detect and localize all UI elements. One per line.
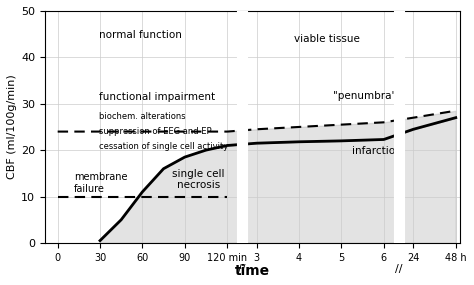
Text: //: // (395, 264, 402, 274)
Text: "penumbra": "penumbra" (333, 91, 396, 101)
Text: biochem. alterations: biochem. alterations (99, 112, 185, 121)
X-axis label: time: time (235, 264, 270, 278)
Text: suppression of EEG and EP: suppression of EEG and EP (99, 127, 211, 136)
Text: normal function: normal function (99, 30, 182, 40)
Text: single cell
necrosis: single cell necrosis (172, 169, 225, 190)
Text: viable tissue: viable tissue (294, 34, 360, 44)
Text: //: // (238, 264, 246, 274)
Text: cessation of single cell activity: cessation of single cell activity (99, 142, 228, 151)
Text: functional impairment: functional impairment (99, 92, 215, 102)
Y-axis label: CBF (ml/100g/min): CBF (ml/100g/min) (7, 75, 17, 179)
Text: infarction: infarction (352, 146, 402, 156)
Text: membrane
failure: membrane failure (74, 172, 128, 194)
